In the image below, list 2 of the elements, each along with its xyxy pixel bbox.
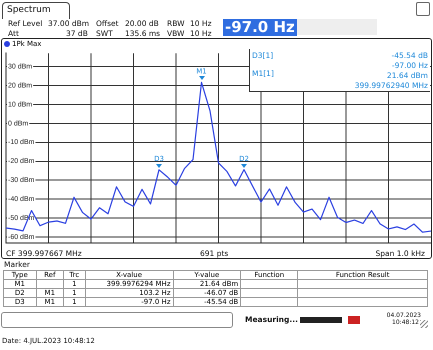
- chart-title: Spectrum: [7, 5, 51, 15]
- text: -97.0 Hz: [223, 18, 297, 36]
